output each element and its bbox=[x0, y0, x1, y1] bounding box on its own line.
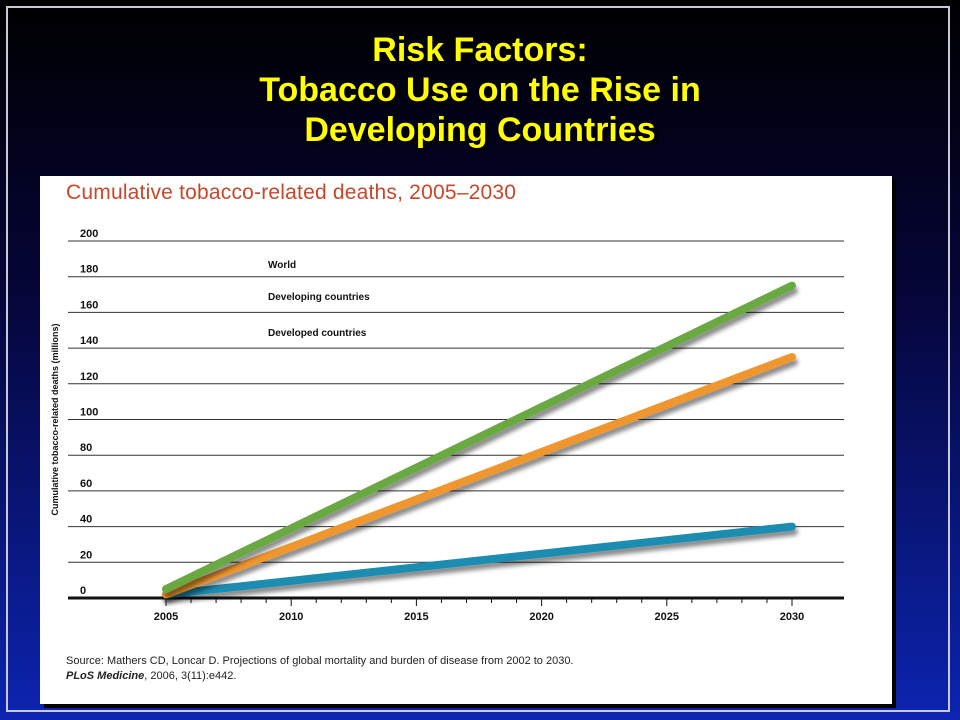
y-tick-label: 180 bbox=[80, 264, 98, 276]
y-tick-label: 140 bbox=[80, 335, 98, 347]
line-chart: 0 20 40 60 80 100 120 140 160 180 200 2005 2010 2015 2… bbox=[50, 228, 844, 623]
y-tick-label: 160 bbox=[80, 299, 98, 311]
y-tick-label: 120 bbox=[80, 371, 98, 383]
slide-frame bbox=[6, 6, 950, 712]
slide-title-line-2: Tobacco Use on the Rise in bbox=[259, 71, 701, 109]
source-line-1: Source: Mathers CD, Loncar D. Projection… bbox=[66, 655, 574, 667]
y-axis-label: Cumulative tobacco-related deaths (milli… bbox=[50, 323, 60, 515]
x-tick-label: 2025 bbox=[655, 611, 679, 623]
slide-title: Risk Factors: Tobacco Use on the Rise in… bbox=[0, 30, 960, 150]
x-tick-label: 2015 bbox=[404, 611, 428, 623]
x-tick-label: 2010 bbox=[279, 611, 303, 623]
y-tick-label: 80 bbox=[80, 442, 92, 454]
y-tick-label: 40 bbox=[80, 514, 92, 526]
chart-title: Cumulative tobacco-related deaths, 2005–… bbox=[66, 181, 517, 204]
slide-title-line-3: Developing Countries bbox=[304, 111, 656, 149]
legend-label: World bbox=[268, 260, 296, 271]
series-line-world bbox=[162, 281, 796, 594]
legend-label: Developed countries bbox=[268, 328, 367, 339]
y-tick-label: 200 bbox=[80, 228, 98, 240]
source-line-2: PLoS Medicine, 2006, 3(11):e442. bbox=[66, 669, 574, 684]
source-journal: PLoS Medicine bbox=[66, 670, 145, 682]
source-citation: Source: Mathers CD, Loncar D. Projection… bbox=[66, 654, 574, 684]
y-tick-label: 60 bbox=[80, 478, 92, 490]
y-tick-label: 100 bbox=[80, 407, 98, 419]
slide-title-line-1: Risk Factors: bbox=[372, 31, 588, 69]
x-tick-label: 2005 bbox=[154, 611, 178, 623]
x-tick-label: 2020 bbox=[529, 611, 553, 623]
x-tick-label: 2030 bbox=[780, 611, 804, 623]
chart-panel: Cumulative tobacco-related deaths, 2005–… bbox=[40, 176, 892, 704]
source-line-2-rest: , 2006, 3(11):e442. bbox=[144, 670, 237, 682]
y-tick-label: 0 bbox=[80, 585, 86, 597]
y-tick-label: 20 bbox=[80, 549, 92, 561]
series-line-developed-countries bbox=[162, 522, 796, 599]
series-line-developing-countries bbox=[162, 353, 796, 599]
legend-label: Developing countries bbox=[268, 292, 370, 303]
